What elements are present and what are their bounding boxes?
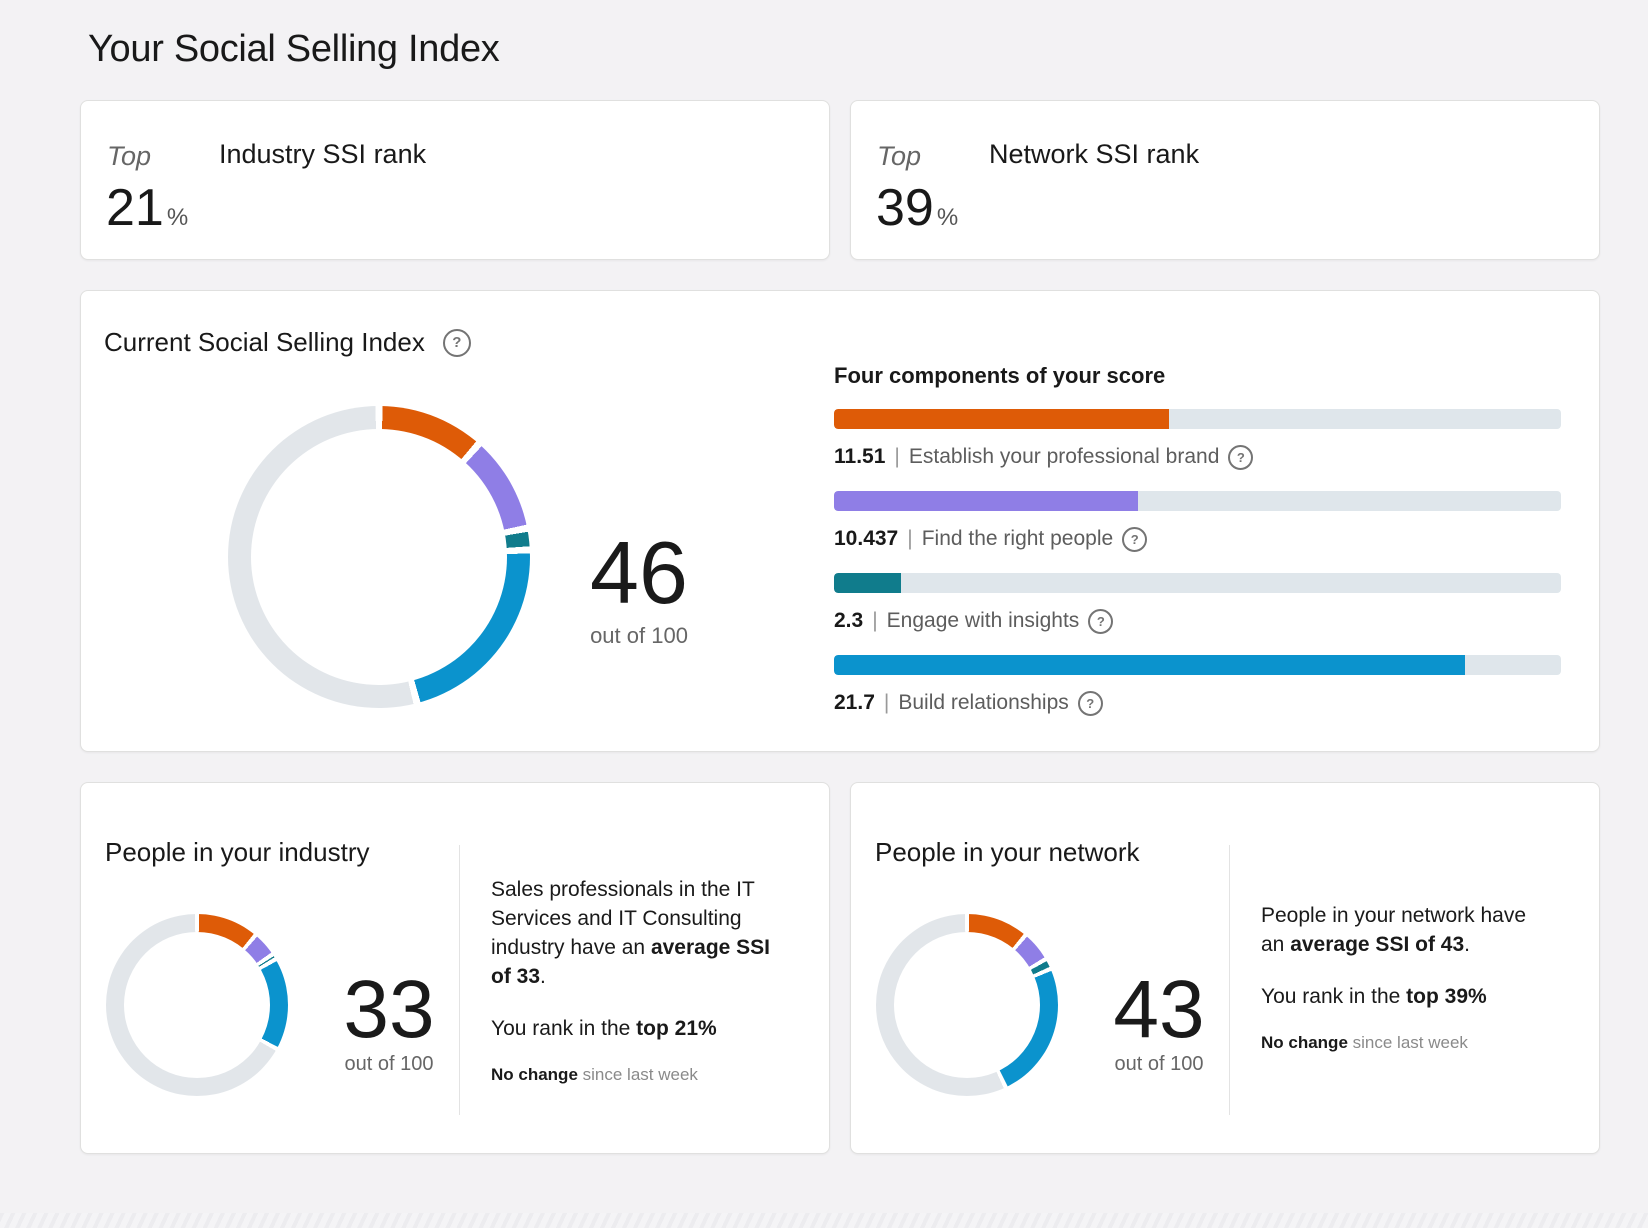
network-donut-chart [876, 914, 1058, 1096]
help-icon[interactable]: ? [1122, 526, 1148, 552]
components-heading: Four components of your score [834, 363, 1166, 388]
component-row: 10.437 | Find the right people ? [834, 491, 1561, 552]
component-bar-track [834, 655, 1561, 675]
ssi-donut-chart [228, 406, 530, 708]
component-separator: | [872, 609, 878, 632]
network-rank-card: Top Network SSI rank 39% [850, 100, 1600, 260]
vertical-divider [1229, 845, 1230, 1115]
score-components: Four components of your score 11.51 | Es… [834, 363, 1561, 737]
network-card-heading: People in your network [875, 837, 1140, 867]
help-icon[interactable]: ? [442, 328, 471, 357]
network-rank-value: 39% [876, 177, 958, 239]
network-change-status: No change since last week [1261, 1033, 1468, 1052]
ssi-score-caption: out of 100 [590, 623, 688, 648]
ssi-score: 46 [590, 523, 688, 622]
component-label: Engage with insights [886, 609, 1080, 632]
industry-score-caption: out of 100 [344, 1053, 434, 1075]
component-separator: | [907, 527, 913, 550]
network-score-caption: out of 100 [1114, 1053, 1204, 1075]
industry-score: 33 [343, 964, 435, 1055]
network-rank-text: You rank in the top 39% [1261, 985, 1487, 1008]
industry-change-status: No change since last week [491, 1065, 698, 1084]
network-card: People in your network 43 out of 100 Peo… [850, 782, 1600, 1154]
industry-rank-card: Top Industry SSI rank 21% [80, 100, 830, 260]
network-score-block: 43 out of 100 [1059, 969, 1259, 1076]
vertical-divider [459, 845, 460, 1115]
rank-prefix: Top [877, 141, 922, 171]
page-title: Your Social Selling Index [88, 28, 500, 70]
industry-card: People in your industry 33 out of 100 Sa… [80, 782, 830, 1154]
component-row: 2.3 | Engage with insights ? [834, 573, 1561, 634]
network-rank-heading: Network SSI rank [989, 139, 1200, 169]
component-bar-track [834, 409, 1561, 429]
current-ssi-card: Current Social Selling Index ? 46 out of… [80, 290, 1600, 752]
rank-percent-sign: % [166, 204, 189, 231]
help-icon[interactable]: ? [1077, 690, 1103, 716]
industry-donut-chart [106, 914, 288, 1096]
component-bar-fill [834, 491, 1138, 511]
industry-description: Sales professionals in the IT Services a… [491, 875, 773, 1085]
network-description: People in your network have an average S… [1261, 901, 1543, 1053]
industry-score-block: 33 out of 100 [289, 969, 489, 1076]
component-value: 10.437 [834, 527, 899, 550]
component-bar-fill [834, 655, 1466, 675]
component-label: Build relationships [898, 691, 1069, 714]
bottom-edge-texture [0, 1213, 1648, 1228]
network-summary-text: People in your network have an average S… [1261, 904, 1526, 956]
ssi-score-block: 46 out of 100 [549, 529, 729, 649]
rank-prefix: Top [107, 141, 152, 171]
component-row: 21.7 | Build relationships ? [834, 655, 1561, 716]
component-separator: | [894, 445, 900, 468]
component-bar-track [834, 491, 1561, 511]
component-bar-fill [834, 409, 1169, 429]
component-value: 11.51 [834, 445, 886, 468]
industry-card-heading: People in your industry [105, 837, 370, 867]
rank-number: 21 [106, 179, 164, 237]
help-icon[interactable]: ? [1088, 608, 1114, 634]
network-score: 43 [1113, 964, 1205, 1055]
help-icon[interactable]: ? [1228, 444, 1254, 470]
component-bar-fill [834, 573, 901, 593]
industry-rank-heading: Industry SSI rank [219, 139, 427, 169]
component-value: 21.7 [834, 691, 875, 714]
component-label: Find the right people [921, 527, 1114, 550]
industry-summary-text: Sales professionals in the IT Services a… [491, 878, 771, 988]
rank-number: 39 [876, 179, 934, 237]
rank-percent-sign: % [936, 204, 959, 231]
component-bar-track [834, 573, 1561, 593]
current-ssi-heading: Current Social Selling Index [104, 327, 425, 357]
component-row: 11.51 | Establish your professional bran… [834, 409, 1561, 470]
component-separator: | [883, 691, 890, 714]
industry-rank-text: You rank in the top 21% [491, 1017, 717, 1040]
industry-rank-value: 21% [106, 177, 188, 239]
component-value: 2.3 [834, 609, 864, 632]
component-label: Establish your professional brand [908, 445, 1220, 468]
